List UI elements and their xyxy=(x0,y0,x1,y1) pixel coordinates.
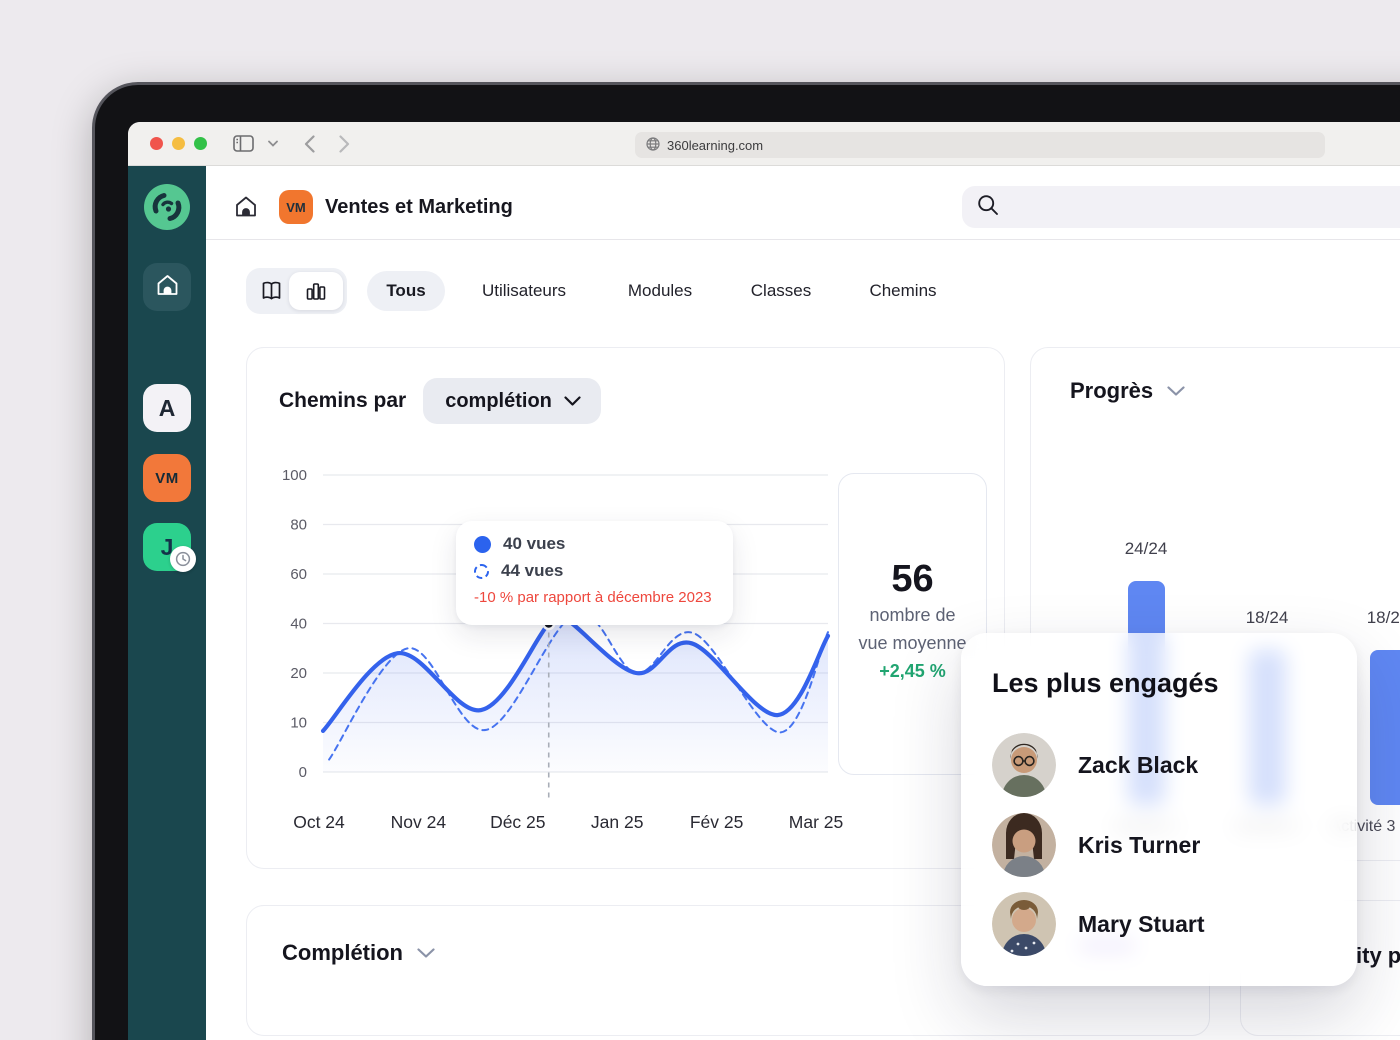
list-item[interactable]: Zack Black xyxy=(992,733,1198,797)
tab-utilisateurs[interactable]: Utilisateurs xyxy=(481,281,567,300)
stat-label-line2: vue moyenne xyxy=(858,633,967,653)
x-tick-label: Nov 24 xyxy=(391,812,447,832)
forward-button[interactable] xyxy=(339,134,350,153)
header-divider xyxy=(206,239,1400,240)
stat-delta: +2,45 % xyxy=(879,661,946,681)
tooltip-primary-value: 40 vues xyxy=(503,534,566,553)
line-chart[interactable]: 0 10 20 40 60 80 100 Oct 24 Nov 24 Déc 25 Jan 25 Fé… xyxy=(247,348,1006,870)
close-window-button[interactable] xyxy=(150,137,163,150)
globe-icon xyxy=(646,136,660,154)
list-item[interactable]: Kris Turner xyxy=(992,813,1200,877)
person-name: Mary Stuart xyxy=(1078,910,1205,937)
sidebar-toggle-icon[interactable] xyxy=(233,135,254,152)
progres-title: Progrès xyxy=(1070,378,1154,403)
person-name: Kris Turner xyxy=(1078,831,1201,858)
tab-modules[interactable]: Modules xyxy=(627,281,693,300)
progress-bar-value: 24/24 xyxy=(1124,539,1168,558)
app-sidebar xyxy=(128,166,206,1040)
avatar-kris-turner xyxy=(992,813,1056,877)
stat-label-line1: nombre de xyxy=(869,605,956,625)
stat-value: 56 xyxy=(891,558,934,600)
y-tick-label: 10 xyxy=(290,715,307,732)
progress-bar[interactable] xyxy=(1369,650,1400,805)
most-engaged-title: Les plus engagés xyxy=(992,668,1219,698)
chart-tooltip: 40 vues 44 vues -10 % par rapport à déce… xyxy=(456,521,733,625)
y-tick-label: 0 xyxy=(299,764,307,781)
zoom-window-button[interactable] xyxy=(194,137,207,150)
back-button[interactable] xyxy=(304,134,315,153)
home-icon xyxy=(156,274,179,301)
activity-card-title-fragment: ity p xyxy=(1356,943,1400,968)
y-tick-label: 40 xyxy=(290,616,307,633)
workspace-vm-label: VM xyxy=(155,469,179,487)
progress-bar-value: 18/24 xyxy=(1245,608,1289,627)
sidebar-item-workspace-vm[interactable]: VM xyxy=(143,454,191,502)
y-tick-label: 80 xyxy=(290,517,307,534)
sidebar-item-workspace-a[interactable]: A xyxy=(143,384,191,432)
completion-title: Complétion xyxy=(282,940,403,965)
window-controls xyxy=(150,137,207,150)
browser-toolbar: 360learning.com xyxy=(128,122,1400,166)
tab-chemins[interactable]: Chemins xyxy=(869,281,937,300)
clock-badge-icon xyxy=(170,546,196,572)
url-text: 360learning.com xyxy=(667,137,764,153)
workspace-badge-label: VM xyxy=(286,199,306,215)
progress-bar-value: 18/24 xyxy=(1366,608,1400,627)
chart-title: Chemins par xyxy=(279,389,407,412)
address-bar[interactable]: 360learning.com xyxy=(635,132,1325,158)
stats-view-button[interactable] xyxy=(289,272,343,310)
workspace-a-label: A xyxy=(158,394,176,421)
most-engaged-card: Les plus engagés Zack Black xyxy=(961,633,1357,986)
avatar-zack-black xyxy=(992,733,1056,797)
x-tick-label: Déc 25 xyxy=(490,812,545,832)
x-tick-label: Fév 25 xyxy=(690,812,744,832)
minimize-window-button[interactable] xyxy=(172,137,185,150)
dashed-series-line xyxy=(328,611,829,761)
chevron-down-icon[interactable] xyxy=(268,140,278,147)
completion-dropdown-label: complétion xyxy=(445,389,552,412)
dashed-series-dot-icon xyxy=(474,563,489,579)
catalog-view-button[interactable] xyxy=(259,280,284,307)
person-name: Zack Black xyxy=(1078,751,1199,778)
chevron-down-icon[interactable] xyxy=(417,947,435,959)
tab-tous[interactable]: Tous xyxy=(367,271,445,311)
avatar-mary-stuart xyxy=(992,892,1056,956)
solid-series-dot-icon xyxy=(474,535,491,553)
chevron-down-icon[interactable] xyxy=(1167,385,1185,397)
tab-tous-label: Tous xyxy=(386,281,426,300)
x-tick-label: Oct 24 xyxy=(293,812,345,832)
chevron-down-icon xyxy=(564,395,581,406)
sidebar-item-home[interactable] xyxy=(143,263,191,311)
search-input[interactable] xyxy=(962,186,1400,228)
browser-window: 360learning.com xyxy=(128,122,1400,1040)
completion-dropdown[interactable]: complétion xyxy=(423,378,601,424)
x-tick-label: Jan 25 xyxy=(591,812,644,832)
360learning-logo[interactable] xyxy=(144,184,190,230)
tab-classes[interactable]: Classes xyxy=(750,281,812,300)
list-item[interactable]: Mary Stuart xyxy=(992,892,1205,956)
tooltip-comparison-note: -10 % par rapport à décembre 2023 xyxy=(474,589,712,606)
x-tick-label: Mar 25 xyxy=(789,812,843,832)
workspace-badge[interactable]: VM xyxy=(279,190,313,224)
view-mode-toggle xyxy=(246,268,347,314)
tooltip-secondary-value: 44 vues xyxy=(501,561,564,580)
y-tick-label: 20 xyxy=(290,665,307,682)
page-title: Ventes et Marketing xyxy=(325,196,513,218)
search-icon xyxy=(976,193,1000,222)
y-tick-label: 100 xyxy=(282,467,307,484)
breadcrumb-home-icon[interactable] xyxy=(234,195,258,223)
y-tick-label: 60 xyxy=(290,566,307,583)
area-fill xyxy=(323,612,828,772)
